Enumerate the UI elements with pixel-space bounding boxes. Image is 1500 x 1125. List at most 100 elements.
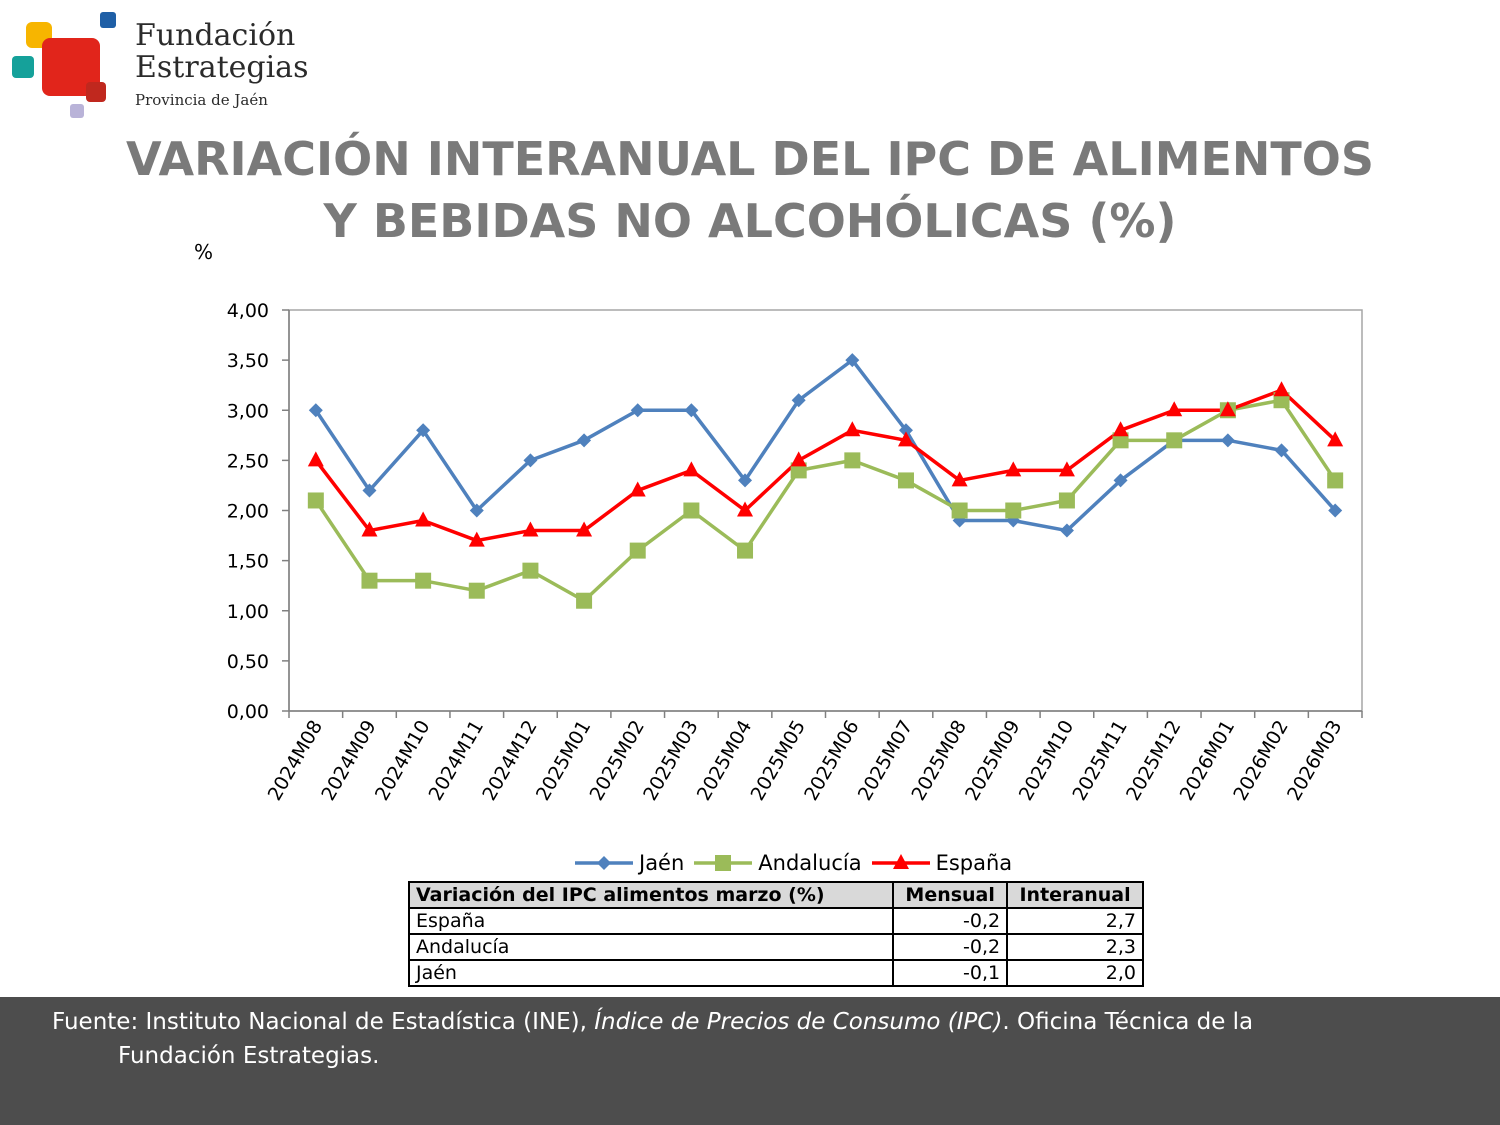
data-point-andalucia [1112, 432, 1129, 449]
data-point-jaen [791, 393, 806, 408]
legend-label-espana: España [935, 851, 1013, 875]
table-cell-monthly: -0,2 [892, 907, 1009, 935]
y-axis-unit-label: % [194, 240, 214, 264]
chart-legend: Jaén Andalucía España [575, 848, 1012, 878]
legend-symbol-jaen [575, 856, 633, 870]
data-point-jaen [630, 403, 645, 418]
data-point-espana [522, 521, 539, 537]
table-cell-region: Jaén [407, 959, 895, 987]
data-point-andalucia [629, 542, 646, 559]
data-point-espana [951, 471, 968, 487]
y-tick-label: 1,50 [227, 551, 269, 573]
table-header-monthly: Mensual [892, 881, 1009, 909]
data-point-andalucia [468, 582, 485, 599]
y-tick-label: 3,00 [227, 400, 269, 422]
data-point-jaen [1274, 443, 1289, 458]
table-cell-annual: 2,3 [1006, 933, 1144, 961]
data-point-espana [683, 461, 700, 477]
source-suffix: . Oficina Técnica de la [1002, 1009, 1254, 1035]
data-point-jaen [684, 403, 699, 418]
title-line-2: Y BEBIDAS NO ALCOHÓLICAS (%) [323, 194, 1177, 248]
data-point-jaen [738, 473, 753, 488]
data-point-espana [1058, 461, 1075, 477]
legend-item-jaen: Jaén [575, 851, 684, 875]
logo-darkred-square [86, 82, 106, 102]
data-point-jaen [362, 483, 377, 498]
data-point-andalucia [1005, 502, 1022, 519]
data-point-espana [629, 481, 646, 497]
data-point-andalucia [790, 462, 807, 479]
data-point-espana [576, 521, 593, 537]
legend-label-andalucia: Andalucía [758, 851, 862, 875]
source-prefix: Fuente: Instituto Nacional de Estadístic… [52, 1009, 595, 1035]
data-point-jaen [577, 433, 592, 448]
data-point-espana [1166, 401, 1183, 417]
y-tick-label: 0,50 [227, 651, 269, 673]
table-cell-region: Andalucía [407, 933, 895, 961]
series-line-espana [314, 388, 1337, 543]
title-line-1: VARIACIÓN INTERANUAL DEL IPC DE ALIMENTO… [126, 132, 1374, 186]
page-title: VARIACIÓN INTERANUAL DEL IPC DE ALIMENTO… [0, 128, 1500, 252]
logo-lilac-square [70, 104, 84, 118]
logo-text: Fundación Estrategias Provincia de Jaén [135, 20, 308, 110]
data-point-andalucia [1058, 492, 1075, 509]
legend-symbol-espana [871, 854, 930, 869]
data-point-jaen [898, 423, 913, 438]
legend-item-espana: España [871, 851, 1013, 875]
legend-label-jaen: Jaén [639, 851, 685, 875]
data-point-espana [1327, 431, 1344, 447]
data-point-jaen [1328, 503, 1343, 518]
logo-line-2: Estrategias [135, 50, 309, 85]
data-point-espana [1112, 421, 1129, 437]
table-header-row: Variación del IPC alimentos marzo (%) Me… [407, 881, 1144, 909]
data-point-espana [1005, 461, 1022, 477]
data-point-andalucia [897, 472, 914, 489]
data-point-andalucia [576, 592, 593, 609]
table-row: Andalucía -0,2 2,3 [407, 933, 1144, 961]
data-point-andalucia [1166, 432, 1183, 449]
x-tick-label: 2026M03 [1283, 717, 1347, 805]
data-point-espana [790, 451, 807, 467]
data-point-espana [1219, 401, 1236, 417]
series-line-andalucia [314, 398, 1337, 603]
data-point-espana [737, 501, 754, 517]
data-point-jaen [308, 403, 323, 418]
data-point-andalucia [1327, 472, 1344, 489]
table-cell-annual: 2,7 [1006, 907, 1144, 935]
logo-line-3: Provincia de Jaén [135, 91, 268, 109]
y-tick-label: 3,50 [227, 350, 269, 372]
line-chart: 0,000,501,001,502,002,503,003,504,002024… [227, 300, 1363, 805]
y-tick-label: 4,00 [227, 300, 269, 322]
data-point-andalucia [737, 542, 754, 559]
data-point-jaen [1113, 473, 1128, 488]
data-point-jaen [1220, 433, 1235, 448]
legend-item-andalucia: Andalucía [694, 851, 862, 875]
legend-symbol-andalucia [694, 855, 753, 871]
data-point-espana [1273, 381, 1290, 397]
data-point-espana [307, 451, 324, 467]
source-text: Fuente: Instituto Nacional de Estadístic… [52, 1005, 1420, 1073]
summary-table: Variación del IPC alimentos marzo (%) Me… [407, 881, 1144, 987]
logo: Fundación Estrategias Provincia de Jaén [10, 10, 310, 120]
source-line-2: Fundación Estrategias. [118, 1043, 380, 1069]
data-point-andalucia [361, 572, 378, 589]
data-point-andalucia [415, 572, 432, 589]
table-header-annual: Interanual [1006, 881, 1144, 909]
table-row: España -0,2 2,7 [407, 907, 1144, 935]
logo-line-1: Fundación [135, 18, 296, 53]
logo-blue-square [100, 12, 116, 28]
y-tick-label: 0,00 [227, 701, 269, 723]
data-point-andalucia [683, 502, 700, 519]
data-point-andalucia [522, 562, 539, 579]
logo-teal-square [12, 56, 34, 78]
source-footer: Fuente: Instituto Nacional de Estadístic… [0, 997, 1500, 1125]
y-tick-label: 1,00 [227, 601, 269, 623]
y-tick-label: 2,00 [227, 501, 269, 523]
table-row: Jaén -0,1 2,0 [407, 959, 1144, 987]
table-cell-region: España [407, 907, 895, 935]
data-point-jaen [469, 503, 484, 518]
data-point-andalucia [307, 492, 324, 509]
data-point-andalucia [1273, 392, 1290, 409]
data-point-espana [361, 521, 378, 537]
plot-area [288, 309, 1363, 712]
